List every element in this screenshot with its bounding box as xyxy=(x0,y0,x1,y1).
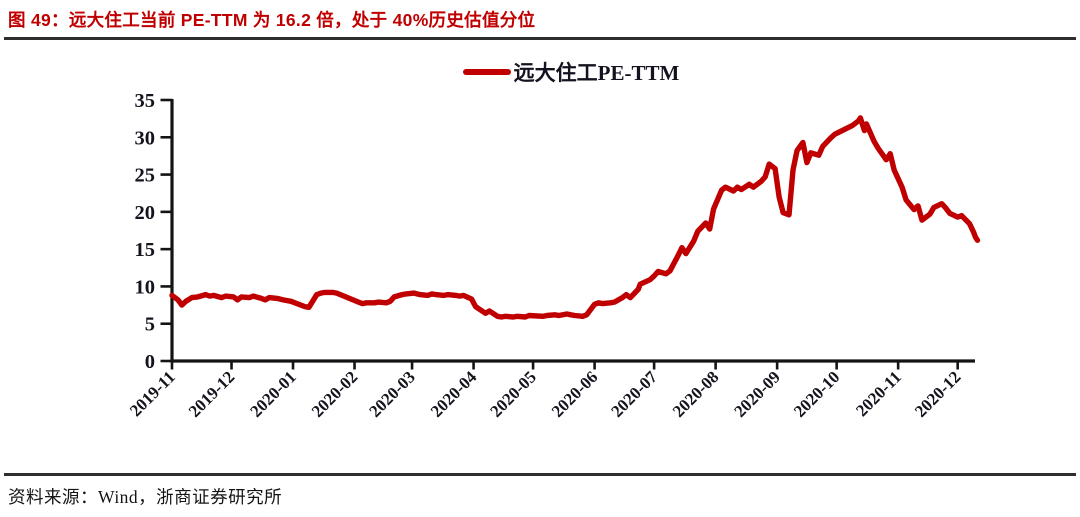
x-axis-label: 2020-01 xyxy=(246,367,300,421)
x-axis-label: 2019-12 xyxy=(185,367,239,421)
x-axis-label: 2020-12 xyxy=(911,367,965,421)
y-axis-label: 20 xyxy=(135,202,156,224)
figure-title: 图 49：远大住工当前 PE-TTM 为 16.2 倍，处于 40%历史估值分位 xyxy=(8,10,536,30)
legend-line-swatch xyxy=(462,69,511,75)
y-axis-label: 35 xyxy=(135,90,156,112)
y-axis-label: 0 xyxy=(145,351,155,373)
x-axis-label: 2020-03 xyxy=(365,367,419,421)
source-note: 资料来源：Wind，浙商证券研究所 xyxy=(8,487,283,507)
footer-divider xyxy=(4,473,1076,476)
x-axis-label: 2020-04 xyxy=(427,367,481,421)
x-axis-label: 2020-08 xyxy=(669,367,723,421)
x-axis-label: 2019-11 xyxy=(126,367,179,420)
x-axis-label: 2020-06 xyxy=(548,367,602,421)
x-axis-label: 2020-10 xyxy=(790,367,844,421)
y-axis-label: 30 xyxy=(135,127,156,149)
y-axis-label: 10 xyxy=(135,276,156,298)
chart-legend: 远大住工PE-TTM xyxy=(62,59,1080,85)
pe-ttm-series-line xyxy=(169,115,981,320)
x-axis-label: 2020-11 xyxy=(852,367,905,420)
x-axis-label: 2020-02 xyxy=(308,367,362,421)
x-axis-label: 2020-09 xyxy=(730,367,784,421)
y-axis-label: 15 xyxy=(135,239,156,261)
y-axis-label: 25 xyxy=(135,165,156,187)
x-axis-label: 2020-05 xyxy=(486,367,540,421)
legend-label: 远大住工PE-TTM xyxy=(513,61,680,85)
title-divider xyxy=(4,37,1076,40)
y-axis-label: 5 xyxy=(145,314,155,336)
x-axis-label: 2020-07 xyxy=(607,367,661,421)
